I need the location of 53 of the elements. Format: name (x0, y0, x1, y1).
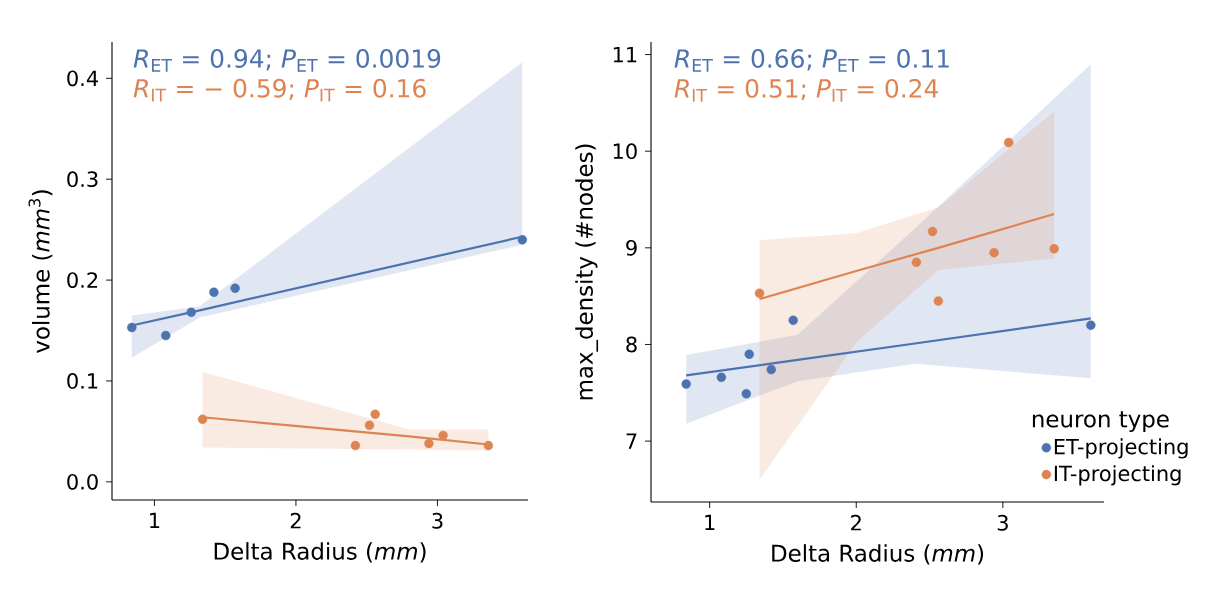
point (364, 420, 375, 431)
y-tick-label: 0.2 (67, 272, 98, 288)
point (1086, 320, 1096, 330)
annotation: R$_{IT}$ = − 0.59; P$_{IT}$ = 0.16 (133, 78, 426, 102)
point (927, 226, 938, 237)
legend-label: ET-projecting (1054, 438, 1188, 459)
point (230, 283, 240, 293)
point (716, 372, 727, 383)
x-tick-label: 3 (997, 514, 1008, 531)
x-axis-title: Delta Radius (mm) (214, 542, 426, 563)
point (370, 409, 380, 419)
point (911, 257, 922, 268)
annotation: R$_{ET}$ = 0.94; P$_{ET}$ = 0.0019 (133, 49, 441, 72)
y-tick-label: 0.4 (67, 70, 98, 87)
point (161, 330, 171, 341)
point (209, 287, 219, 297)
point (483, 440, 494, 451)
y-axis-title: volume (mm$^{3}$) (28, 190, 53, 354)
y-tick-label: 10 (613, 143, 637, 160)
x-tick-label: 1 (705, 514, 715, 531)
y-axis-title: max_density (#nodes) (575, 144, 599, 400)
point (350, 440, 361, 451)
point (517, 235, 528, 245)
point (1004, 137, 1014, 148)
x-tick-label: 3 (432, 512, 443, 529)
x-tick-label: 2 (290, 512, 301, 529)
point (766, 364, 776, 375)
y-tick-label: 8 (626, 336, 637, 353)
legend-label: IT-projecting (1054, 465, 1181, 486)
y-tick-label: 0.1 (67, 373, 98, 389)
y-tick-label: 0.3 (67, 171, 98, 188)
legend-title: neuron type (1032, 411, 1169, 433)
x-tick-label: 2 (851, 514, 861, 531)
point (989, 247, 999, 258)
x-axis-title: Delta Radius (mm) (772, 544, 984, 565)
point (1049, 244, 1059, 254)
point (754, 288, 765, 298)
point (424, 438, 434, 449)
point (744, 349, 754, 359)
y-tick-label: 0.0 (67, 473, 98, 490)
x-tick-label: 1 (150, 512, 160, 529)
point (197, 414, 208, 424)
point (788, 315, 798, 326)
y-tick-label: 9 (626, 239, 637, 256)
point (186, 307, 196, 318)
y-tick-label: 7 (626, 433, 637, 449)
annotation: R$_{IT}$ = 0.51; P$_{IT}$ = 0.24 (674, 78, 938, 102)
point (681, 379, 691, 389)
y-tick-label: 11 (613, 46, 637, 63)
point (933, 296, 944, 306)
point (127, 322, 137, 333)
annotation: R$_{ET}$ = 0.66; P$_{ET}$ = 0.11 (674, 49, 949, 72)
point (741, 389, 751, 399)
